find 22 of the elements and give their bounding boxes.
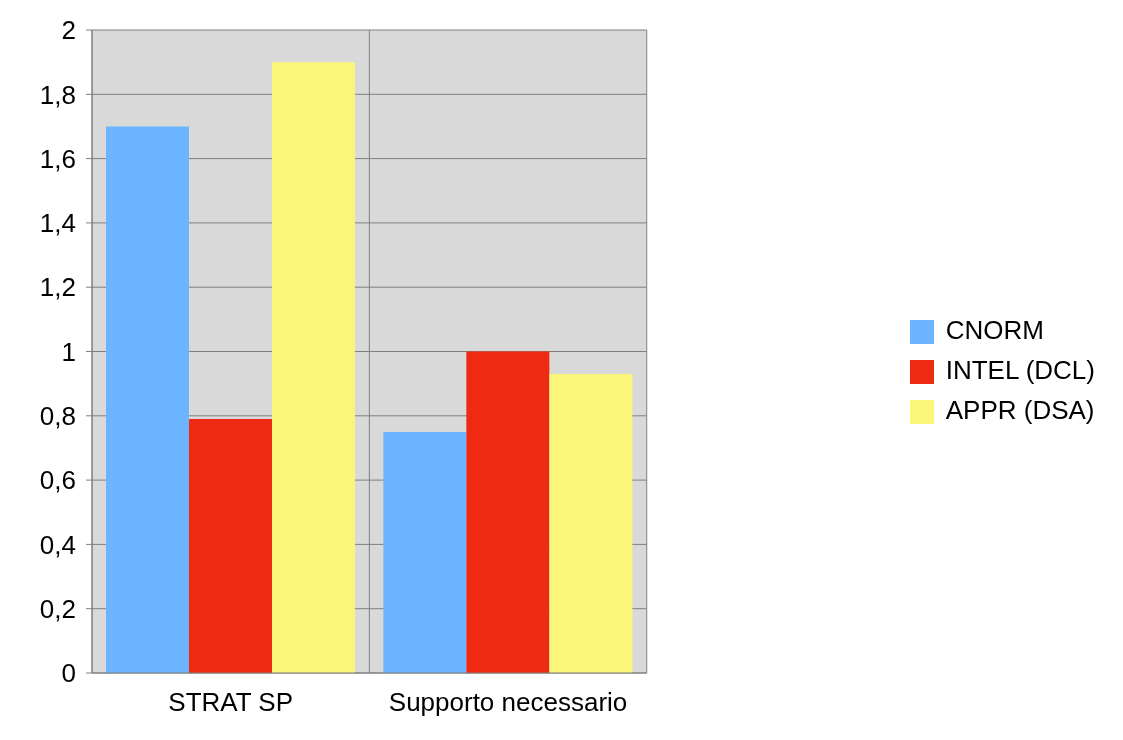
bar xyxy=(189,419,272,673)
y-tick-label: 1,8 xyxy=(39,79,76,110)
bar xyxy=(106,126,189,673)
y-tick-label: 1,4 xyxy=(39,208,76,239)
bar xyxy=(272,62,355,673)
y-tick-label: 2 xyxy=(61,15,76,46)
y-tick-label: 0,8 xyxy=(39,401,76,432)
y-tick-label: 0,6 xyxy=(39,465,76,496)
y-tick-label: 0,4 xyxy=(39,529,76,560)
bar xyxy=(549,374,633,673)
y-tick-label: 1,6 xyxy=(39,143,76,174)
y-tick-label: 1 xyxy=(61,336,76,367)
x-tick-label: STRAT SP xyxy=(168,687,294,718)
y-tick-label: 0,2 xyxy=(39,593,76,624)
y-tick-label: 1,2 xyxy=(39,272,76,303)
bar xyxy=(383,431,467,673)
legend-label: APPR (DSA) xyxy=(945,395,1095,425)
y-tick-label: 0 xyxy=(61,658,76,689)
bar xyxy=(466,351,550,673)
legend-label: CNORM xyxy=(945,315,1044,345)
legend-label: INTEL (DCL) xyxy=(945,355,1095,385)
x-tick-label: Supporto necessario xyxy=(388,687,628,718)
